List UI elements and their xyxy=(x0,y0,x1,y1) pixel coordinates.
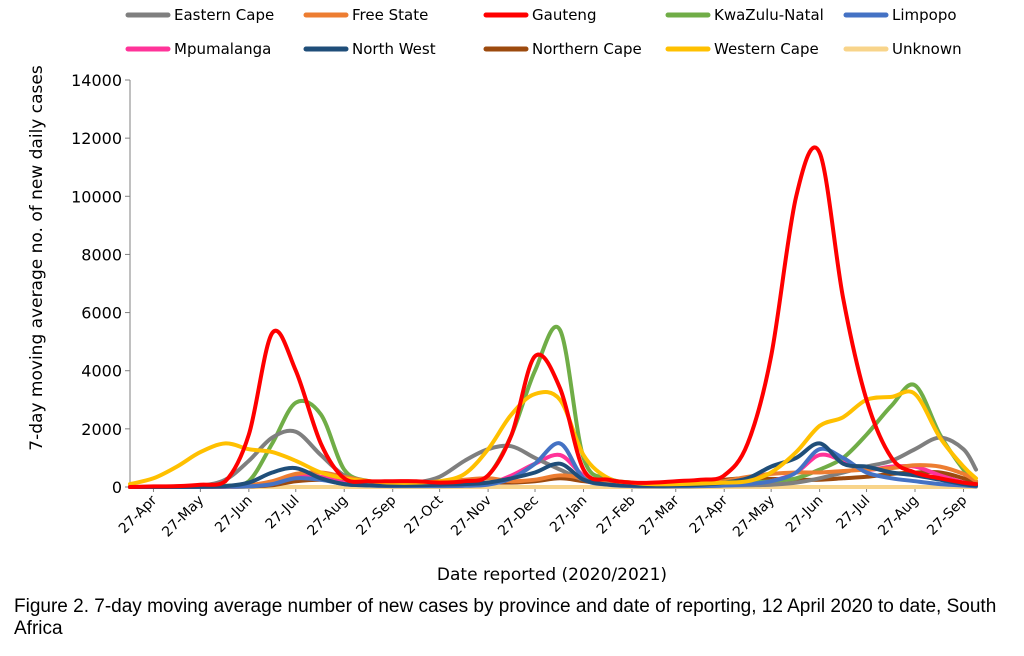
series-line-western-cape xyxy=(128,389,978,487)
x-tick-label: 27-Jul xyxy=(833,493,873,533)
legend-label: Northern Cape xyxy=(532,40,642,58)
y-tick-label: 6000 xyxy=(81,304,122,323)
x-tick-label: 27-Jan xyxy=(547,493,590,536)
x-tick-label: 27-May xyxy=(730,493,778,541)
x-tick-label: 27-Apr xyxy=(687,492,732,537)
series-line-free-state xyxy=(128,463,978,490)
x-tick-label: 27-Sep xyxy=(353,492,399,538)
line-chart: Eastern Cape Free State Gauteng KwaZulu-Nat… xyxy=(27,6,978,585)
legend-label: KwaZulu-Natal xyxy=(714,6,824,24)
legend-label: North West xyxy=(352,40,436,58)
y-tick-label: 4000 xyxy=(81,362,122,381)
legend-label: Limpopo xyxy=(892,6,957,24)
series-lines xyxy=(128,145,978,490)
chart-legend: Eastern Cape Free State Gauteng KwaZulu-Nat… xyxy=(125,6,962,58)
series-line-limpopo xyxy=(128,441,978,490)
legend-label: Gauteng xyxy=(532,6,596,24)
y-tick-label: 0 xyxy=(112,478,122,497)
x-tick-label: 27-May xyxy=(159,493,207,541)
x-tick-label: 27-Feb xyxy=(594,492,639,537)
series-line-gauteng xyxy=(128,145,978,489)
series-line-north-west xyxy=(128,441,978,490)
x-tick-label: 27-Jun xyxy=(783,493,827,537)
legend-label: Eastern Cape xyxy=(174,6,274,24)
x-tick-label: 27-Apr xyxy=(116,492,161,537)
y-tick-label: 14000 xyxy=(71,71,122,90)
legend-label: Western Cape xyxy=(714,40,819,58)
legend-label: Mpumalanga xyxy=(174,40,271,58)
legend-label: Free State xyxy=(352,6,428,24)
y-tick-label: 2000 xyxy=(81,420,122,439)
x-tick-label: 27-Nov xyxy=(448,493,495,540)
x-tick-label: 27-Mar xyxy=(636,492,682,538)
y-tick-label: 10000 xyxy=(71,187,122,206)
y-axis: 0 2000 4000 6000 8000 10000 12000 14000 xyxy=(71,71,131,497)
x-tick-label: 27-Dec xyxy=(495,493,542,540)
x-tick-label: 27-Sep xyxy=(924,492,970,538)
x-tick-label: 27-Aug xyxy=(875,493,922,540)
figure-caption: Figure 2. 7-day moving average number of… xyxy=(14,596,997,639)
y-tick-label: 8000 xyxy=(81,245,122,264)
x-tick-label: 27-Oct xyxy=(402,492,447,537)
x-tick-label: 27-Aug xyxy=(304,493,351,540)
legend-label: Unknown xyxy=(892,40,962,58)
y-axis-label: 7-day moving average no. of new daily ca… xyxy=(27,65,47,451)
x-tick-label: 27-Jul xyxy=(263,493,303,533)
x-tick-label: 27-Jun xyxy=(212,493,256,537)
y-tick-label: 12000 xyxy=(71,129,122,148)
x-axis-label: Date reported (2020/2021) xyxy=(437,565,667,585)
